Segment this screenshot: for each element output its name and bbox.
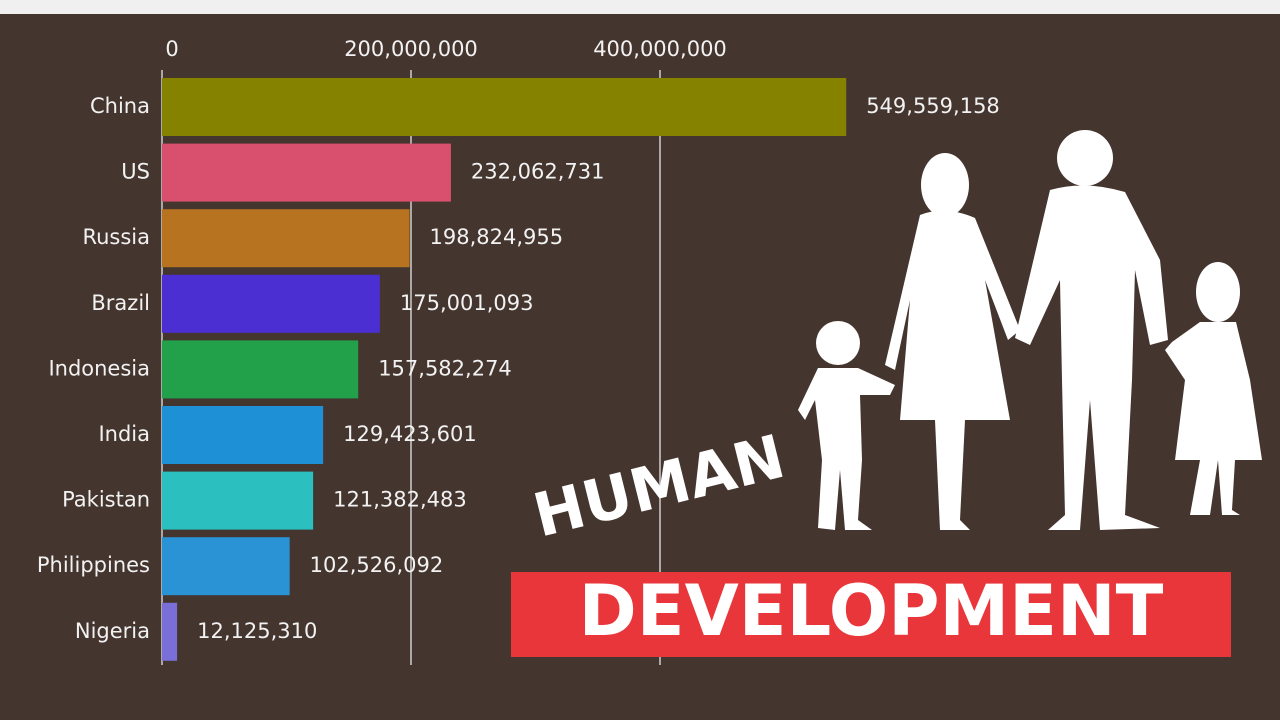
y-tick-label: Philippines <box>37 553 150 577</box>
y-tick-label: India <box>98 422 150 446</box>
x-tick-label: 200,000,000 <box>344 37 478 61</box>
value-label: 157,582,274 <box>378 356 512 380</box>
y-tick-label: US <box>121 160 150 184</box>
y-tick-label: Nigeria <box>75 619 150 643</box>
x-tick-label: 400,000,000 <box>593 37 727 61</box>
boy-head <box>816 321 860 365</box>
y-tick-label: Pakistan <box>62 488 150 512</box>
overlay-line1: HUMAN <box>527 422 792 552</box>
bar <box>162 78 847 136</box>
y-tick-label: China <box>90 94 150 118</box>
value-label: 102,526,092 <box>310 553 444 577</box>
y-tick-label: Russia <box>82 225 150 249</box>
value-label: 198,824,955 <box>430 225 564 249</box>
man-body <box>1015 185 1168 531</box>
bar <box>162 143 451 202</box>
x-tick-label: 0 <box>165 37 178 61</box>
value-label: 12,125,310 <box>197 619 317 643</box>
bar <box>162 471 314 530</box>
value-label: 175,001,093 <box>400 291 534 315</box>
girl-head <box>1196 262 1240 322</box>
man-head <box>1057 130 1113 186</box>
bar <box>162 406 324 464</box>
bar <box>162 602 178 661</box>
bar <box>162 209 410 268</box>
boy-body <box>798 368 895 530</box>
bar <box>162 537 290 596</box>
value-label: 121,382,483 <box>333 488 467 512</box>
bar <box>162 340 359 399</box>
value-label: 549,559,158 <box>866 94 1000 118</box>
value-label: 129,423,601 <box>343 422 477 446</box>
family-silhouette <box>798 130 1262 531</box>
value-label: 232,062,731 <box>471 160 605 184</box>
overlay-banner <box>511 572 1231 657</box>
y-tick-label: Brazil <box>91 291 150 315</box>
bar-chart: 0 200,000,000 400,000,000 China 549,559,158 U… <box>37 37 1000 665</box>
overlay-line2: DEVELOPMENT <box>579 570 1164 652</box>
top-strip <box>0 0 1280 14</box>
woman-head <box>921 153 969 217</box>
bar <box>162 274 380 333</box>
y-tick-label: Indonesia <box>48 356 150 380</box>
woman-body <box>885 210 1020 531</box>
girl-body <box>1165 322 1262 515</box>
